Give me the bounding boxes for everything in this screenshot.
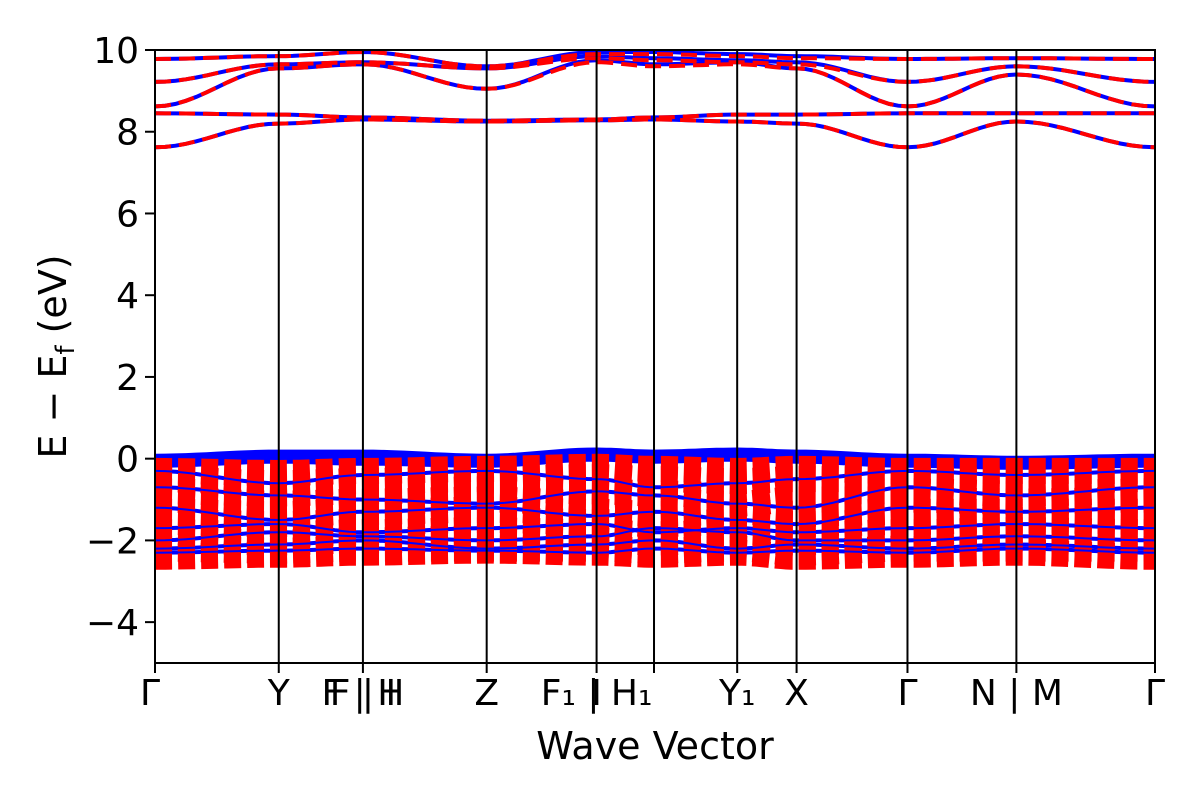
dashed-conduction-band-0 (155, 117, 1155, 150)
xtick-label-4: F₁ | H₁ (541, 673, 653, 714)
xtick-label-overlap-4: I (591, 673, 602, 714)
xtick-label-0: Γ (140, 673, 160, 714)
xtick-label-1: Y (267, 673, 291, 714)
ytick-label-2: 0 (116, 440, 139, 481)
ytick-label-1: −2 (86, 521, 139, 562)
xtick-label-2: F | H (322, 673, 405, 714)
dashed-conduction-band-3 (155, 56, 1155, 84)
xtick-label-9: Γ (1145, 673, 1165, 714)
xtick-label-3: Z (474, 673, 499, 714)
dashed-conduction-band-4 (155, 50, 1155, 69)
ytick-label-4: 4 (116, 276, 139, 317)
ytick-label-3: 2 (116, 358, 139, 399)
xtick-label-8: N | M (970, 673, 1063, 714)
xtick-label-5: Y₁ (718, 673, 755, 714)
ytick-label-6: 8 (116, 113, 139, 154)
ytick-label-0: −4 (86, 603, 139, 644)
ytick-label-5: 6 (116, 194, 139, 235)
xtick-label-6: X (784, 673, 809, 714)
x-axis-title: Wave Vector (536, 724, 774, 768)
dashed-conduction-band-1 (155, 111, 1155, 123)
xtick-label-7: Γ (897, 673, 917, 714)
y-axis-title: E − Ef (eV) (31, 254, 81, 458)
ytick-label-7: 10 (93, 31, 139, 72)
xtick-label-overlap-2: F | I (330, 673, 396, 714)
